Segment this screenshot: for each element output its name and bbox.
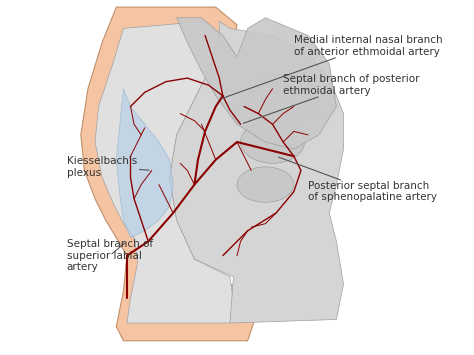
Text: Posterior septal branch
of sphenopalatine artery: Posterior septal branch of sphenopalatin… [279, 157, 437, 202]
Ellipse shape [241, 121, 304, 163]
Text: Septal branch of
superior labial
artery: Septal branch of superior labial artery [67, 239, 153, 272]
Polygon shape [170, 21, 344, 323]
Text: Medial internal nasal branch
of anterior ethmoidal artery: Medial internal nasal branch of anterior… [222, 36, 442, 98]
Text: Septal branch of posterior
ethmoidal artery: Septal branch of posterior ethmoidal art… [243, 75, 419, 123]
Ellipse shape [248, 75, 319, 124]
Ellipse shape [237, 167, 294, 202]
Polygon shape [81, 7, 255, 341]
Polygon shape [177, 18, 337, 149]
Text: Kiesselbach's
plexus: Kiesselbach's plexus [67, 156, 149, 178]
Polygon shape [116, 89, 173, 238]
Polygon shape [95, 21, 234, 323]
